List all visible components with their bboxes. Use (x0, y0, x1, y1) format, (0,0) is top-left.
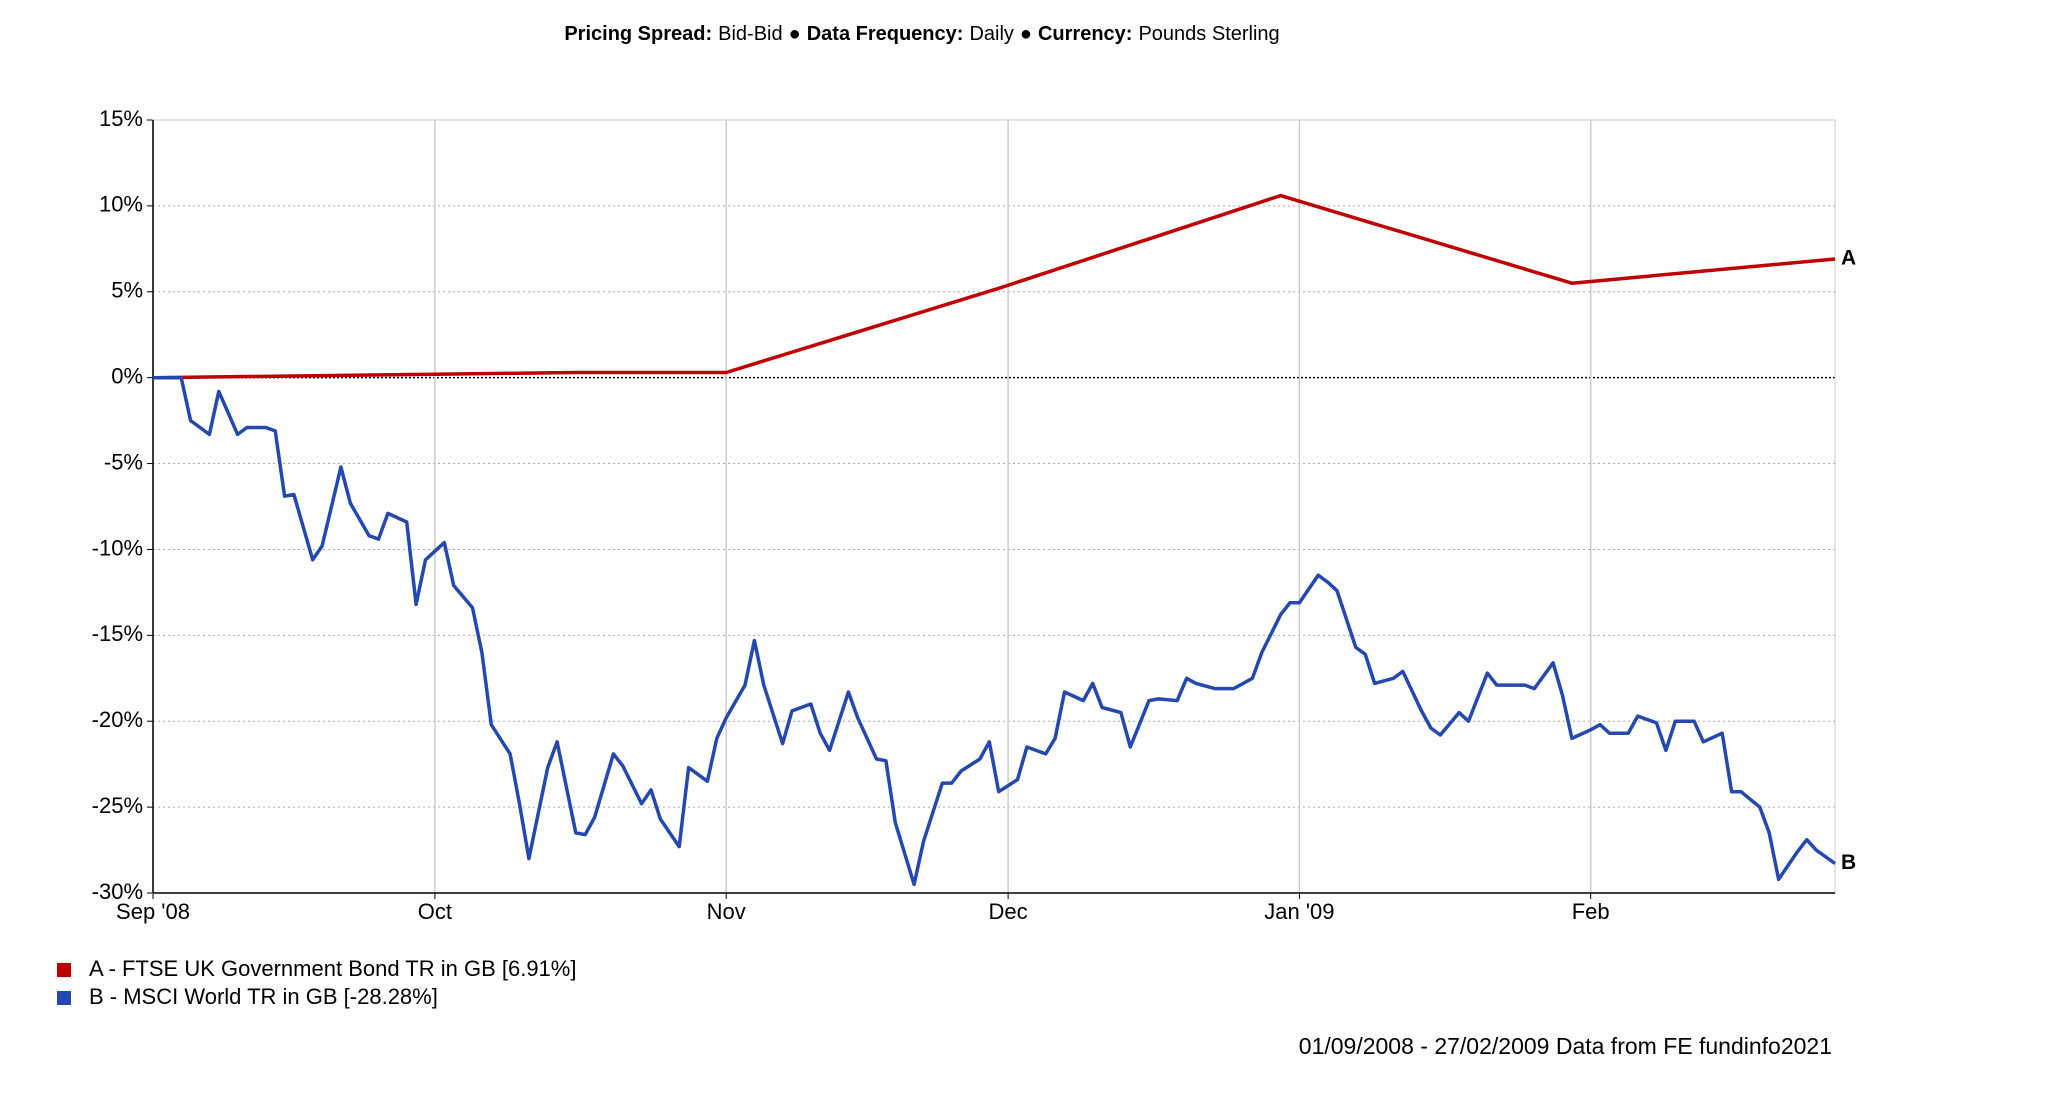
y-tick-label: 15% (99, 106, 143, 131)
x-tick-label: Sep '08 (116, 899, 190, 924)
y-tick-label: -15% (92, 621, 143, 646)
x-tick-label: Feb (1572, 899, 1610, 924)
series-line (152, 193, 1836, 380)
y-tick-label: -10% (92, 535, 143, 560)
y-tick-label: -25% (92, 793, 143, 818)
x-tick-label: Oct (418, 899, 452, 924)
y-tick-label: -30% (92, 879, 143, 904)
y-tick-label: 0% (111, 363, 143, 388)
legend-swatch (57, 991, 71, 1005)
y-tick-label: -5% (104, 449, 143, 474)
legend-label: B - MSCI World TR in GB [-28.28%] (89, 984, 438, 1009)
x-tick-label: Nov (707, 899, 746, 924)
y-tick-label: 5% (111, 278, 143, 303)
header-value: Pounds Sterling (1138, 23, 1279, 45)
y-tick-label: 10% (99, 192, 143, 217)
header-value: Bid-Bid (718, 23, 782, 45)
x-tick-label: Jan '09 (1264, 899, 1334, 924)
header: Pricing Spread: Bid-Bid ● Data Frequency: Da… (564, 23, 1279, 45)
header-value: Daily (969, 23, 1013, 45)
footer: 01/09/2008 - 27/02/2009 Data from FE fun… (1299, 1033, 1832, 1059)
series-line (153, 375, 1837, 887)
legend-swatch (57, 963, 71, 977)
header-label: Currency: (1038, 23, 1132, 45)
header-label: Data Frequency: (807, 23, 964, 45)
end-label: A (1841, 247, 1856, 270)
y-tick-label: -20% (92, 707, 143, 732)
header-label: Pricing Spread: (564, 23, 712, 45)
end-label: B (1841, 851, 1856, 874)
legend-label: A - FTSE UK Government Bond TR in GB [6.… (89, 956, 576, 981)
separator: ● (789, 23, 801, 45)
x-tick-label: Dec (989, 899, 1028, 924)
separator: ● (1020, 23, 1032, 45)
